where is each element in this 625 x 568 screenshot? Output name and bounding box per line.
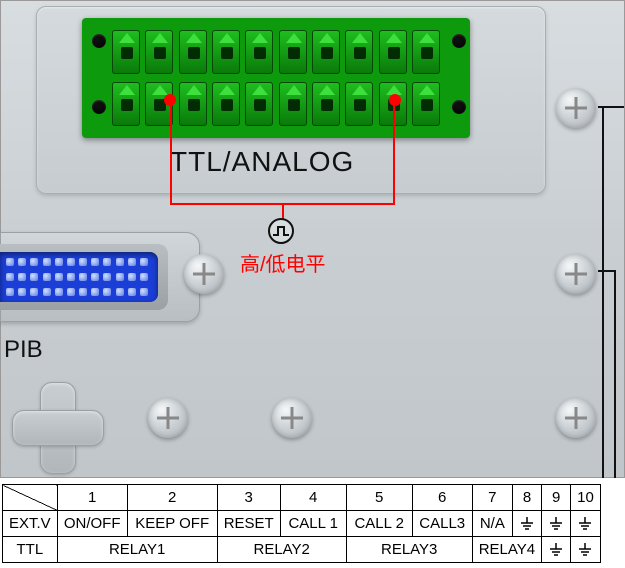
terminal-slot[interactable] xyxy=(145,82,173,126)
table-col-2: 2 xyxy=(127,485,217,511)
terminal-row-bottom xyxy=(112,82,440,126)
terminal-slot[interactable] xyxy=(412,82,440,126)
screw xyxy=(556,88,596,128)
db-connector-pins xyxy=(6,258,148,296)
cell-relay2: RELAY2 xyxy=(217,537,346,563)
cell: ON/OFF xyxy=(57,511,127,537)
terminal-slot[interactable] xyxy=(112,82,140,126)
table-row-extv: EXT.VON/OFFKEEP OFFRESETCALL 1CALL 2CALL… xyxy=(3,511,601,537)
ttl-analog-connector[interactable] xyxy=(82,18,470,138)
cell-relay4: RELAY4 xyxy=(472,537,541,563)
terminal-slot[interactable] xyxy=(279,30,307,74)
terminal-slot[interactable] xyxy=(279,82,307,126)
cell: CALL 1 xyxy=(280,511,346,537)
terminal-slot[interactable] xyxy=(112,30,140,74)
wire-line xyxy=(602,106,604,478)
screw xyxy=(556,398,596,438)
table-col-7: 7 xyxy=(472,485,512,511)
mount-hole xyxy=(452,34,466,48)
cell: CALL3 xyxy=(412,511,472,537)
screw xyxy=(184,254,224,294)
table-col-6: 6 xyxy=(412,485,472,511)
terminal-slot[interactable] xyxy=(145,30,173,74)
terminal-slot[interactable] xyxy=(212,82,240,126)
table-corner xyxy=(3,485,58,511)
cell: N/A xyxy=(472,511,512,537)
table-col-9: 9 xyxy=(542,485,571,511)
cell: KEEP OFF xyxy=(127,511,217,537)
ground-icon xyxy=(542,511,571,537)
terminal-slot[interactable] xyxy=(379,82,407,126)
pib-label: PIB xyxy=(4,336,43,364)
table-row-ttl: TTLRELAY1RELAY2RELAY3RELAY4 xyxy=(3,537,601,563)
ground-icon xyxy=(571,537,601,563)
cell-relay3: RELAY3 xyxy=(346,537,472,563)
wire-line xyxy=(614,270,616,478)
row-label-ttl: TTL xyxy=(3,537,58,563)
mount-hole xyxy=(452,100,466,114)
terminal-slot[interactable] xyxy=(179,82,207,126)
terminal-slot[interactable] xyxy=(379,30,407,74)
db-connector[interactable] xyxy=(0,252,158,302)
screw xyxy=(148,398,188,438)
mount-hole xyxy=(92,34,106,48)
screw xyxy=(556,254,596,294)
table-header-row: 12345678910 xyxy=(3,485,601,511)
table-col-1: 1 xyxy=(57,485,127,511)
terminal-slot[interactable] xyxy=(245,30,273,74)
ground-icon xyxy=(542,537,571,563)
vent-plus xyxy=(12,382,102,472)
screw xyxy=(272,398,312,438)
table-col-10: 10 xyxy=(571,485,601,511)
terminal-slot[interactable] xyxy=(345,30,373,74)
terminal-slot[interactable] xyxy=(245,82,273,126)
terminal-slot[interactable] xyxy=(212,30,240,74)
terminal-slot[interactable] xyxy=(345,82,373,126)
table-col-8: 8 xyxy=(512,485,541,511)
mount-hole xyxy=(92,100,106,114)
table-col-5: 5 xyxy=(346,485,412,511)
terminal-slot[interactable] xyxy=(312,82,340,126)
terminal-slot[interactable] xyxy=(412,30,440,74)
table-col-3: 3 xyxy=(217,485,280,511)
table-col-4: 4 xyxy=(280,485,346,511)
terminal-slot[interactable] xyxy=(312,30,340,74)
ground-icon xyxy=(571,511,601,537)
pin-mapping-table: 12345678910 EXT.VON/OFFKEEP OFFRESETCALL… xyxy=(2,484,601,563)
terminal-slot[interactable] xyxy=(179,30,207,74)
cell: RESET xyxy=(217,511,280,537)
wire-line xyxy=(598,270,616,272)
terminal-row-top xyxy=(112,30,440,74)
ttl-analog-label: TTL/ANALOG xyxy=(170,146,354,178)
cell: CALL 2 xyxy=(346,511,412,537)
ground-icon xyxy=(512,511,541,537)
row-label-extv: EXT.V xyxy=(3,511,58,537)
cell-relay1: RELAY1 xyxy=(57,537,217,563)
